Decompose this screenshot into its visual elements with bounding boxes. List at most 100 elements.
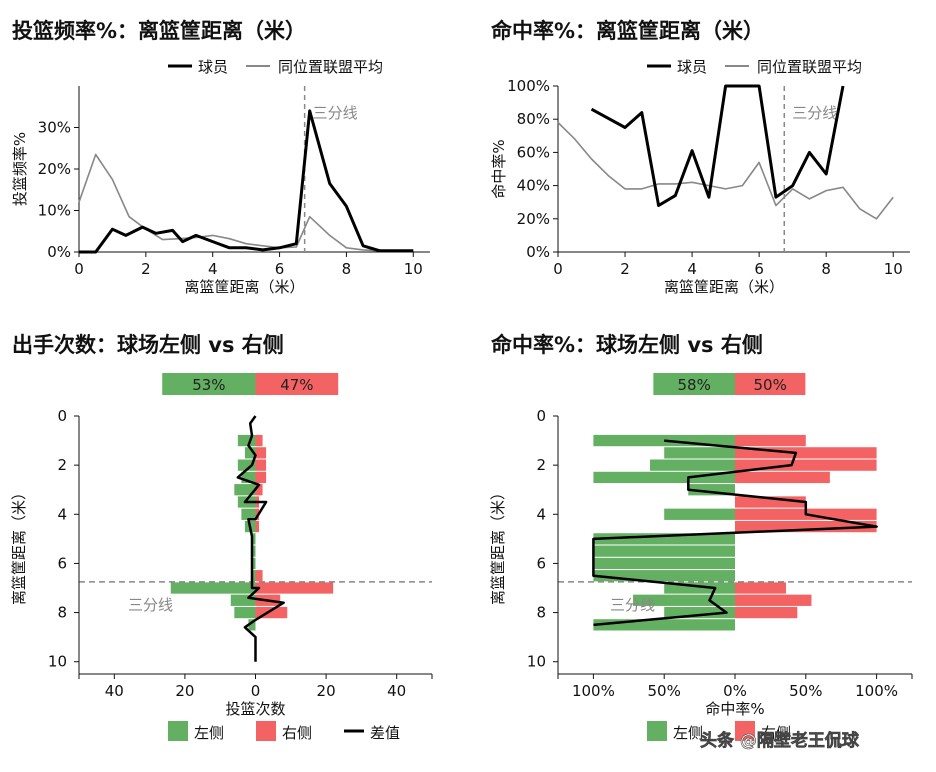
left-bar <box>593 570 735 582</box>
legend-league-label: 同位置联盟平均 <box>757 58 862 76</box>
x-tick-label: 4 <box>687 260 697 278</box>
right-bar <box>735 606 798 619</box>
y-tick-label: 0% <box>526 243 550 261</box>
x-tick-label: 6 <box>754 260 764 278</box>
left-share-label: 53% <box>192 376 225 394</box>
y-tick-label: 2 <box>536 456 546 474</box>
x-tick-label: 100% <box>572 682 615 700</box>
x-tick-label: 8 <box>821 260 831 278</box>
three-point-label: 三分线 <box>128 596 173 614</box>
y-tick-label: 4 <box>57 505 67 523</box>
left-bar <box>248 619 256 631</box>
y-tick-label: 0% <box>47 243 71 261</box>
freq-chart: 投篮频率%：离篮筐距离（米） 0% 10% 20% 30% 0 2 4 6 8 10 离篮筐距离（米）… <box>11 19 430 296</box>
right-bar <box>735 459 877 471</box>
x-tick-label: 10 <box>404 260 423 278</box>
left-bar <box>241 471 256 484</box>
legend-right-swatch <box>256 721 276 741</box>
x-tick-label: 10 <box>884 260 903 278</box>
left-share-bar <box>653 373 735 395</box>
left-bar <box>593 471 735 484</box>
chart-title: 出手次数：球场左侧 vs 右侧 <box>12 333 284 357</box>
y-tick-label: 60% <box>517 143 550 161</box>
right-share-bar <box>255 373 339 395</box>
x-tick-label: 50% <box>789 682 822 700</box>
right-bar <box>735 520 877 533</box>
left-bar <box>234 606 256 619</box>
left-bar <box>251 545 256 557</box>
left-bar <box>664 606 735 619</box>
x-tick-label: 0 <box>553 260 563 278</box>
left-bar <box>633 594 735 606</box>
right-bar <box>255 447 267 459</box>
attempts-chart: 出手次数：球场左侧 vs 右侧 53% 47% 三分线 0 2 4 6 8 10 40 20 0 20 40… <box>10 333 433 742</box>
y-tick-label: 6 <box>57 554 67 572</box>
x-tick-label: 4 <box>208 260 218 278</box>
right-bar <box>255 582 334 594</box>
fg_side-chart: 命中率%：球场左侧 vs 右侧 58% 50% 三分线 0 2 4 6 8 10 100% 50% 0%… <box>489 333 913 742</box>
left-bar <box>237 459 256 471</box>
right-bar <box>735 447 877 459</box>
right-share-bar <box>735 373 806 395</box>
right-bar <box>735 594 812 606</box>
right-bar <box>735 434 806 447</box>
x-tick-label: 0% <box>723 682 747 700</box>
x-tick-label: 40 <box>105 682 124 700</box>
legend-left-label: 左侧 <box>194 724 224 742</box>
x-tick-label: 20 <box>175 682 194 700</box>
legend-player-label: 球员 <box>198 58 228 76</box>
left-bar <box>688 484 735 496</box>
left-bar <box>241 508 256 520</box>
chart-title: 投篮频率%：离篮筐距离（米） <box>12 19 306 43</box>
right-bar <box>255 459 267 471</box>
right-share-label: 50% <box>754 376 787 394</box>
league-avg-series-line <box>78 153 414 252</box>
difference-line <box>592 439 878 627</box>
x-tick-label: 2 <box>620 260 630 278</box>
left-bar <box>244 447 256 459</box>
x-tick-label: 100% <box>855 682 898 700</box>
legend-right-label: 右侧 <box>761 724 791 742</box>
y-tick-label: 20% <box>517 210 550 228</box>
left-share-label: 58% <box>678 376 711 394</box>
x-axis-label: 投篮次数 <box>225 700 285 718</box>
y-tick-label: 10 <box>48 653 67 671</box>
legend-player-label: 球员 <box>677 58 707 76</box>
left-bar <box>664 508 735 520</box>
y-tick-label: 0 <box>57 407 67 425</box>
y-tick-label: 30% <box>38 119 71 137</box>
right-bar <box>255 484 263 496</box>
legend-league-label: 同位置联盟平均 <box>278 58 383 76</box>
y-tick-label: 100% <box>507 77 550 95</box>
player-series-line <box>79 109 414 254</box>
x-axis-label: 离篮筐距离（米） <box>664 278 784 296</box>
right-bar <box>735 582 786 594</box>
y-tick-label: 8 <box>57 604 67 622</box>
x-tick-label: 0 <box>74 260 84 278</box>
legend-left-swatch <box>647 721 667 741</box>
chart-title: 命中率%：离篮筐距离（米） <box>491 19 764 43</box>
fg-chart: 命中率%：离篮筐距离（米） 0% 20% 40% 60% 80% 100% 0 2 4 6 8 10 离篮… <box>490 19 910 296</box>
left-share-bar <box>162 373 256 395</box>
y-tick-label: 80% <box>517 110 550 128</box>
chart-title: 命中率%：球场左侧 vs 右侧 <box>491 333 763 357</box>
right-bar <box>255 434 263 447</box>
x-tick-label: 50% <box>648 682 681 700</box>
x-tick-label: 40 <box>387 682 406 700</box>
left-bar <box>593 545 735 557</box>
right-bar <box>255 520 260 533</box>
right-bar <box>255 471 267 484</box>
x-tick-label: 8 <box>342 260 352 278</box>
left-bar <box>230 594 256 606</box>
left-bar <box>593 533 735 545</box>
legend-right-label: 右侧 <box>282 724 312 742</box>
left-bar <box>237 434 256 447</box>
y-tick-label: 4 <box>536 505 546 523</box>
y-tick-label: 2 <box>57 456 67 474</box>
three-point-label: 三分线 <box>313 104 358 122</box>
y-axis-label: 命中率% <box>490 139 508 198</box>
x-axis-label: 命中率% <box>705 700 764 718</box>
left-bar <box>593 434 735 447</box>
legend-left-label: 左侧 <box>673 724 703 742</box>
y-tick-label: 10 <box>527 653 546 671</box>
